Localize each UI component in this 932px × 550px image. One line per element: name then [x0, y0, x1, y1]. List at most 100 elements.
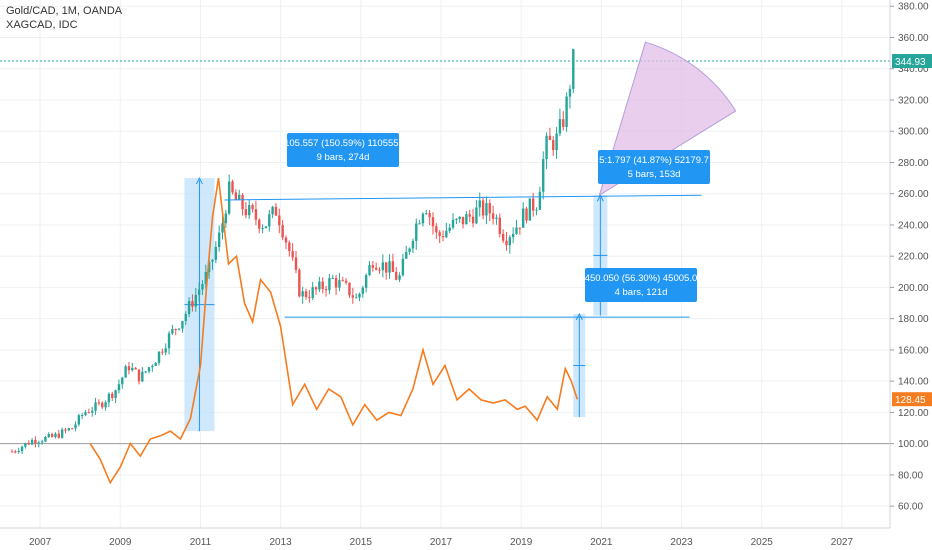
- candle-body: [104, 402, 107, 408]
- measure-label-box-1: [598, 150, 710, 184]
- candle-body: [398, 275, 401, 280]
- last-price-badge-gold-bg: [892, 54, 932, 69]
- candle-body: [558, 119, 562, 134]
- candle-body: [164, 348, 167, 353]
- candle-body: [24, 442, 27, 447]
- candle-body: [77, 415, 81, 425]
- candle-body: [288, 242, 291, 252]
- candle-body: [291, 251, 294, 258]
- candle-body: [321, 281, 324, 290]
- candle-body: [562, 119, 565, 127]
- x-tick-label: 2027: [831, 537, 854, 548]
- candle-body: [334, 277, 338, 288]
- candle-body: [151, 366, 154, 368]
- candle-body: [57, 433, 60, 438]
- measure-label-line2-2: 4 bars, 121d: [615, 287, 668, 298]
- x-tick-label: 2021: [590, 537, 613, 548]
- candle-body: [314, 287, 318, 290]
- candle-body: [431, 217, 435, 227]
- candle-body: [511, 233, 515, 238]
- candle-body: [324, 289, 328, 291]
- candle-body: [84, 412, 87, 416]
- candle-body: [231, 181, 234, 193]
- candle-body: [197, 289, 201, 295]
- candle-body: [505, 240, 508, 246]
- candle-body: [364, 275, 368, 288]
- last-price-badge-silver: 128.45: [895, 395, 926, 406]
- candle-body: [248, 205, 251, 216]
- candle-body: [572, 48, 575, 89]
- gold-candles: [10, 48, 575, 455]
- candle-body: [207, 261, 211, 273]
- candle-body: [121, 377, 124, 385]
- candle-body: [30, 440, 34, 445]
- candle-body: [47, 433, 50, 438]
- y-tick-label: 200.00: [898, 283, 929, 294]
- candle-body: [294, 257, 298, 270]
- y-tick-label: 160.00: [898, 345, 929, 356]
- candle-body: [281, 225, 284, 238]
- candle-body: [538, 191, 542, 210]
- silver-line: [89, 177, 579, 485]
- y-tick-label: 120.00: [898, 408, 929, 419]
- candle-body: [531, 198, 535, 211]
- candle-body: [17, 451, 20, 453]
- compare-series-label[interactable]: XAGCAD, IDC: [6, 19, 78, 31]
- candle-body: [27, 442, 30, 445]
- candle-body: [525, 208, 528, 221]
- candle-body: [111, 393, 114, 398]
- candle-body: [167, 333, 171, 349]
- candle-body: [568, 88, 572, 97]
- candle-body: [331, 277, 334, 279]
- candle-body: [201, 284, 204, 290]
- candle-body: [114, 390, 117, 398]
- candle-body: [535, 209, 538, 211]
- candle-body: [211, 259, 214, 262]
- candle-body: [274, 206, 278, 216]
- candle-body: [44, 437, 47, 442]
- candle-body: [37, 442, 40, 444]
- candle-body: [565, 96, 568, 127]
- candle-body: [298, 269, 301, 297]
- candle-body: [34, 440, 37, 444]
- candle-body: [271, 206, 274, 215]
- x-tick-label: 2013: [270, 537, 293, 548]
- candle-body: [318, 281, 321, 290]
- candle-body: [181, 321, 184, 329]
- x-tick-label: 2023: [670, 537, 693, 548]
- candle-body: [451, 219, 455, 228]
- measure-arrowhead-0: [196, 176, 203, 185]
- candle-body: [351, 295, 354, 298]
- y-tick-label: 240.00: [898, 220, 929, 231]
- x-tick-label: 2019: [510, 537, 533, 548]
- y-tick-label: 300.00: [898, 127, 929, 138]
- candle-body: [361, 287, 365, 294]
- candle-body: [495, 217, 498, 219]
- candle-body: [184, 313, 187, 322]
- y-tick-label: 360.00: [898, 33, 929, 44]
- candle-body: [101, 402, 104, 408]
- candle-body: [40, 441, 44, 443]
- candle-body: [50, 433, 54, 438]
- candle-body: [301, 291, 304, 297]
- candle-body: [415, 223, 418, 241]
- candle-body: [174, 329, 177, 331]
- main-series-label[interactable]: Gold/CAD, 1M, OANDA: [6, 5, 123, 17]
- candle-body: [391, 261, 395, 272]
- legend: Gold/CAD, 1M, OANDA XAGCAD, IDC: [6, 4, 122, 32]
- candle-body: [194, 294, 197, 307]
- candle-body: [445, 230, 448, 238]
- candle-body: [144, 371, 147, 373]
- candle-body: [14, 451, 17, 453]
- candle-body: [368, 265, 371, 276]
- candle-body: [475, 207, 478, 224]
- y-tick-label: 80.00: [898, 470, 923, 481]
- candle-body: [191, 301, 194, 307]
- candle-body: [137, 369, 141, 382]
- candle-body: [244, 209, 248, 216]
- candle-body: [278, 215, 281, 226]
- candle-body: [117, 384, 121, 391]
- candle-body: [448, 227, 451, 231]
